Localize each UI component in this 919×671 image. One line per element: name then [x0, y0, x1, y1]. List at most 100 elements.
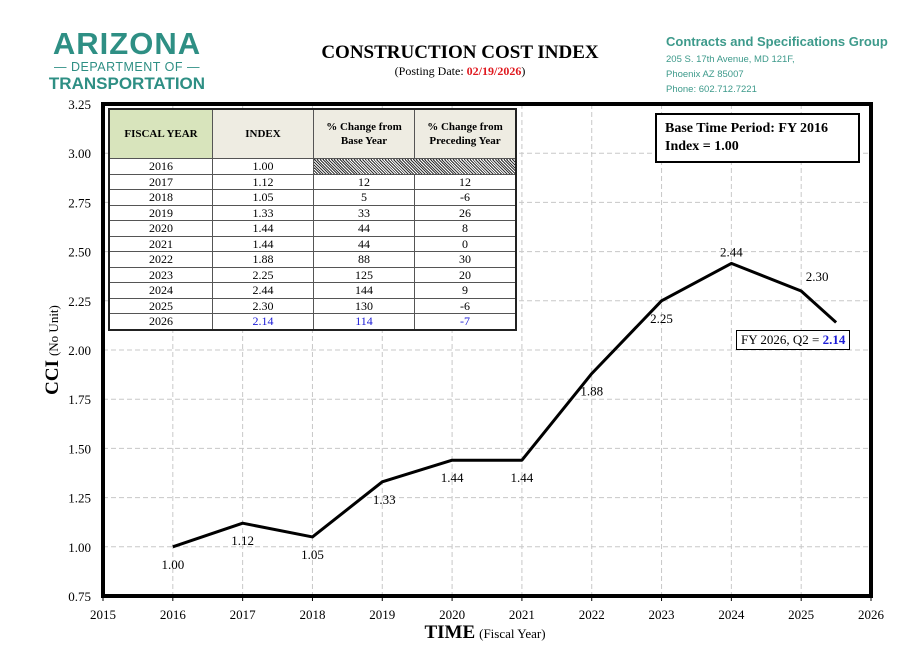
- x-axis-title: TIME (Fiscal Year): [424, 622, 545, 643]
- cell-index: 1.00: [212, 158, 314, 175]
- x-tick-label: 2022: [579, 607, 605, 622]
- posting-date: (Posting Date: 02/19/2026): [290, 64, 630, 79]
- table-row: 2017 1.12 12 12: [108, 173, 517, 190]
- header-change-base: % Change from Base Year: [313, 108, 415, 159]
- table-row: 2024 2.44 144 9: [108, 282, 517, 299]
- table-row: 2023 2.25 125 20: [108, 266, 517, 283]
- cell-index: 1.44: [212, 235, 314, 252]
- y-tick-label: 2.50: [68, 245, 91, 260]
- chart-title: CONSTRUCTION COST INDEX: [321, 42, 599, 63]
- cell-index: 1.88: [212, 251, 314, 268]
- cell-change-preceding: 26: [414, 204, 517, 221]
- table-row: 2025 2.30 130 -6: [108, 297, 517, 314]
- data-label: 1.33: [373, 492, 396, 507]
- cell-year: 2022: [108, 251, 213, 268]
- cell-year: 2025: [108, 297, 213, 314]
- cell-year: 2021: [108, 235, 213, 252]
- cell-hatched: [313, 158, 517, 175]
- x-tick-label: 2024: [718, 607, 745, 622]
- cell-index: 2.44: [212, 282, 314, 299]
- cell-change-preceding: 30: [414, 251, 517, 268]
- y-axis-title: CCI(No Unit): [42, 305, 63, 395]
- cell-year: 2024: [108, 282, 213, 299]
- posting-close: ): [521, 64, 526, 78]
- cell-change-base: 12: [313, 173, 415, 190]
- cell-year: 2019: [108, 204, 213, 221]
- header-index: INDEX: [212, 108, 314, 159]
- cell-change-preceding: 8: [414, 220, 517, 237]
- cell-year: 2018: [108, 189, 213, 206]
- x-tick-label: 2021: [509, 607, 535, 622]
- x-tick-label: 2018: [299, 607, 325, 622]
- y-tick-label: 1.25: [68, 491, 91, 506]
- cell-index: 1.12: [212, 173, 314, 190]
- y-tick-label: 0.75: [68, 589, 91, 604]
- contact-phone: Phone: 602.712.7221: [666, 84, 757, 95]
- logo-line3: TRANSPORTATION: [48, 74, 206, 93]
- cell-change-base: 33: [313, 204, 415, 221]
- plot-border: [101, 102, 873, 598]
- callout-text: FY 2026, Q2 =: [741, 332, 823, 347]
- cell-change-base: 144: [313, 282, 415, 299]
- chart-title-block: CONSTRUCTION COST INDEX (Posting Date: 0…: [290, 42, 630, 79]
- logo-line2: — DEPARTMENT OF —: [53, 60, 200, 74]
- header-change-preceding: % Change from Preceding Year: [414, 108, 517, 159]
- table-header-row: FISCAL YEAR INDEX % Change from Base Yea…: [108, 108, 517, 159]
- table-row: 2021 1.44 44 0: [108, 235, 517, 252]
- base-period-text: Base Time Period: FY 2016: [665, 121, 829, 136]
- x-tick-label: 2016: [160, 607, 187, 622]
- y-tick-label: 2.25: [68, 294, 91, 309]
- cell-change-preceding: -6: [414, 189, 517, 206]
- cell-year: 2017: [108, 173, 213, 190]
- x-tick-label: 2025: [788, 607, 814, 622]
- base-index-text: Index = 1.00: [665, 139, 739, 154]
- cell-index: 1.33: [212, 204, 314, 221]
- callout-value: 2.14: [822, 332, 846, 347]
- data-label: 1.88: [580, 384, 603, 399]
- cell-index: 2.30: [212, 297, 314, 314]
- contact-info: Contracts and Specifications Group 205 S…: [666, 34, 888, 97]
- data-label: 1.12: [231, 533, 254, 548]
- contact-address2: Phoenix AZ 85007: [666, 69, 744, 80]
- table-row: 2019 1.33 33 26: [108, 204, 517, 221]
- cell-index: 1.05: [212, 189, 314, 206]
- x-tick-label: 2023: [649, 607, 675, 622]
- contact-group: Contracts and Specifications Group: [666, 34, 888, 49]
- cell-change-preceding: 9: [414, 282, 517, 299]
- cell-year: 2016: [108, 158, 213, 175]
- y-tick-label: 1.00: [68, 540, 91, 555]
- x-tick-label: 2019: [369, 607, 395, 622]
- y-tick-label: 1.50: [68, 441, 91, 456]
- header-fiscal-year: FISCAL YEAR: [108, 108, 213, 159]
- cell-change-preceding: 12: [414, 173, 517, 190]
- cell-change-base: 44: [313, 235, 415, 252]
- adot-logo: ARIZONA — DEPARTMENT OF — TRANSPORTATION: [42, 28, 212, 93]
- cell-year: 2020: [108, 220, 213, 237]
- x-tick-label: 2020: [439, 607, 465, 622]
- cell-index: 1.44: [212, 220, 314, 237]
- cell-change-base: 130: [313, 297, 415, 314]
- cell-change-preceding: -6: [414, 297, 517, 314]
- data-label: 2.44: [720, 244, 743, 259]
- cell-change-base: 5: [313, 189, 415, 206]
- base-period-box: Base Time Period: FY 2016 Index = 1.00: [655, 113, 860, 163]
- cell-change-base: 44: [313, 220, 415, 237]
- cell-change-base: 125: [313, 266, 415, 283]
- y-tick-label: 3.00: [68, 146, 91, 161]
- cell-change-base: 114: [313, 313, 415, 330]
- x-tick-label: 2017: [230, 607, 257, 622]
- data-label: 1.00: [161, 557, 184, 572]
- cell-change-base: 88: [313, 251, 415, 268]
- data-label: 2.30: [806, 269, 829, 284]
- cell-index: 2.25: [212, 266, 314, 283]
- y-tick-label: 2.00: [68, 343, 91, 358]
- posting-date-value: 02/19/2026: [466, 64, 522, 78]
- table-row: 2022 1.88 88 30: [108, 251, 517, 268]
- cell-change-preceding: 0: [414, 235, 517, 252]
- data-label: 2.25: [650, 311, 673, 326]
- contact-address1: 205 S. 17th Avenue, MD 121F,: [666, 54, 795, 65]
- table-row: 2026 2.14 114 -7: [108, 313, 517, 330]
- cell-change-preceding: 20: [414, 266, 517, 283]
- data-label: 1.05: [301, 547, 324, 562]
- y-tick-label: 2.75: [68, 195, 91, 210]
